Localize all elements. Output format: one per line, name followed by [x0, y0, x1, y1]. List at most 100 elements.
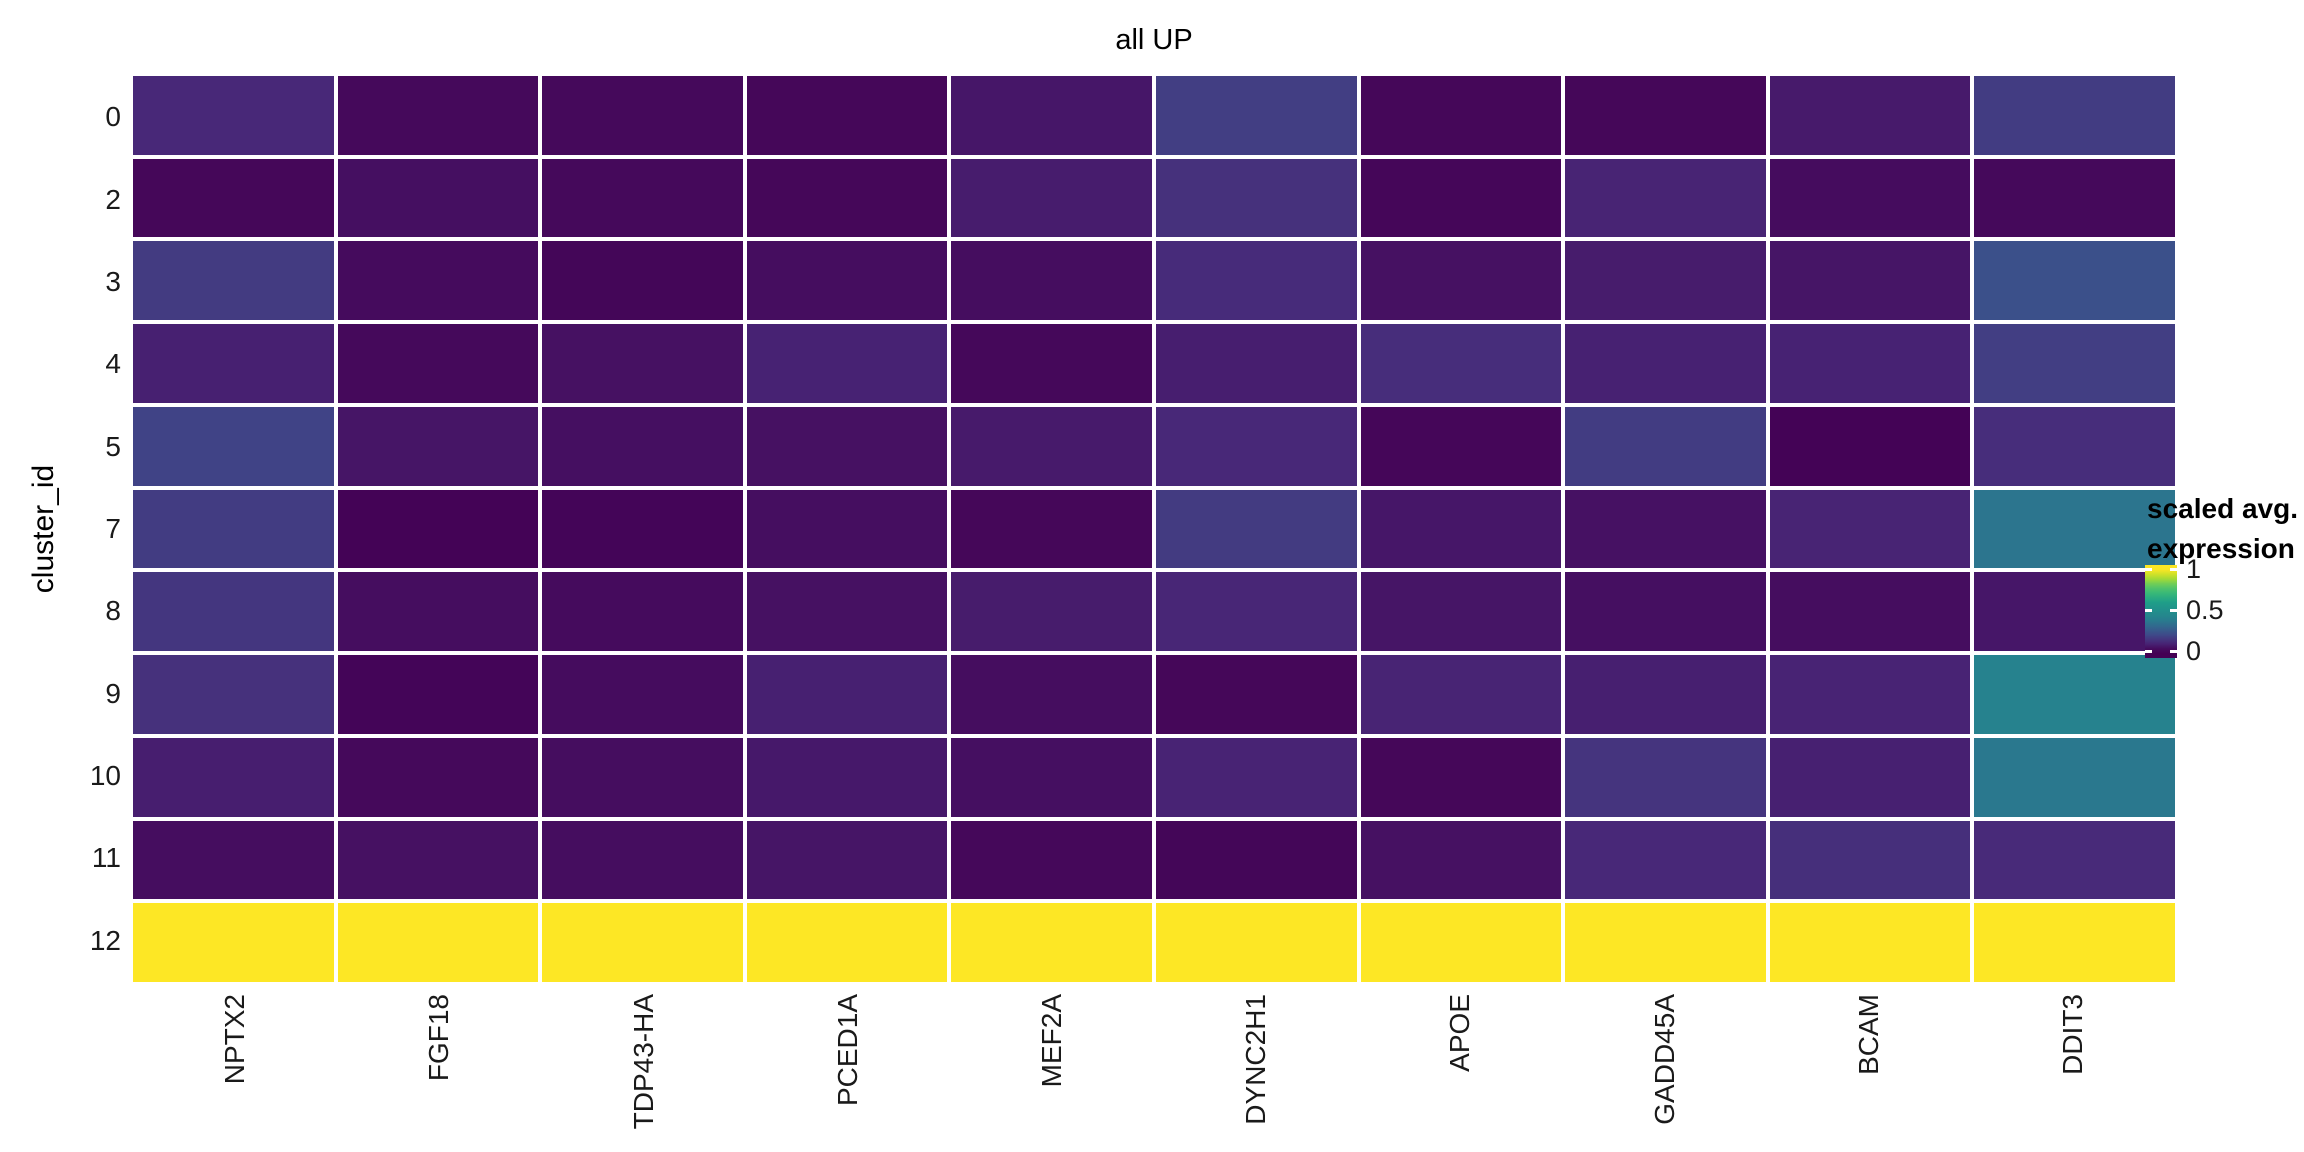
- heatmap-cell: [133, 489, 334, 569]
- heatmap-cell: [1769, 903, 1971, 982]
- heatmap-cell: [542, 324, 743, 403]
- y-tick-label: 8: [105, 595, 121, 627]
- heatmap-cell: [337, 489, 539, 569]
- heatmap-cell: [133, 158, 334, 238]
- heatmap-cell: [1156, 241, 1357, 321]
- heatmap-cell: [746, 737, 948, 817]
- legend-tick-mark: [2170, 567, 2177, 571]
- heatmap-cell: [337, 820, 539, 900]
- y-tick-label: 5: [105, 430, 121, 462]
- y-tick-label: 3: [105, 265, 121, 297]
- heatmap-cell: [1974, 158, 2175, 238]
- heatmap-cell: [1156, 655, 1357, 734]
- heatmap-cell: [1156, 903, 1357, 982]
- heatmap-cell: [542, 241, 743, 321]
- heatmap-cell: [1769, 241, 1971, 321]
- legend-tick-mark: [2170, 649, 2177, 653]
- heatmap-cell: [746, 489, 948, 569]
- heatmap-cell: [542, 489, 743, 569]
- heatmap-cell: [542, 655, 743, 734]
- heatmap-cell: [1974, 76, 2175, 155]
- heatmap-cell: [951, 76, 1152, 155]
- heatmap-cell: [1769, 572, 1971, 652]
- heatmap-cell: [1974, 489, 2175, 569]
- heatmap-cell: [542, 820, 743, 900]
- legend-tick-mark: [2145, 608, 2152, 612]
- heatmap-cell: [1156, 820, 1357, 900]
- y-tick-label: 12: [89, 924, 121, 956]
- heatmap-cell: [542, 572, 743, 652]
- legend-tick-mark: [2145, 567, 2152, 571]
- y-tick-label: 9: [105, 677, 121, 709]
- heatmap-cell: [133, 820, 334, 900]
- heatmap-cell: [1360, 737, 1562, 817]
- legend-tick-label: 0.5: [2186, 595, 2224, 626]
- heatmap-cell: [133, 241, 334, 321]
- heatmap-cell: [746, 158, 948, 238]
- y-tick-label: 2: [105, 183, 121, 215]
- heatmap-cell: [1974, 572, 2175, 652]
- heatmap-cell: [1769, 324, 1971, 403]
- heatmap-cell: [746, 241, 948, 321]
- x-tick-label: FGF18: [423, 994, 455, 1082]
- heatmap-grid: [133, 76, 2175, 982]
- heatmap-cell: [1156, 324, 1357, 403]
- heatmap-cell: [1360, 820, 1562, 900]
- heatmap-cell: [542, 903, 743, 982]
- heatmap-cell: [1360, 241, 1562, 321]
- heatmap-cell: [746, 406, 948, 486]
- heatmap-cell: [1156, 158, 1357, 238]
- heatmap-cell: [1974, 324, 2175, 403]
- heatmap-cell: [1360, 76, 1562, 155]
- heatmap-cell: [1156, 489, 1357, 569]
- heatmap-cell: [1565, 489, 1766, 569]
- heatmap-cell: [1974, 406, 2175, 486]
- heatmap-cell: [1565, 737, 1766, 817]
- heatmap-cell: [1565, 158, 1766, 238]
- heatmap-cell: [133, 655, 334, 734]
- heatmap-cell: [1769, 489, 1971, 569]
- heatmap-cell: [133, 76, 334, 155]
- heatmap-cell: [133, 903, 334, 982]
- heatmap-cell: [746, 324, 948, 403]
- heatmap-cell: [1769, 655, 1971, 734]
- x-tick-label: TDP43-HA: [627, 994, 659, 1130]
- heatmap-cell: [542, 76, 743, 155]
- heatmap-cell: [337, 737, 539, 817]
- heatmap-cell: [337, 324, 539, 403]
- heatmap-cell: [951, 737, 1152, 817]
- heatmap-cell: [1769, 737, 1971, 817]
- heatmap-cell: [1769, 820, 1971, 900]
- y-tick-label: 10: [89, 760, 121, 792]
- y-tick-label: 7: [105, 513, 121, 544]
- heatmap-cell: [746, 572, 948, 652]
- heatmap-cell: [542, 158, 743, 238]
- heatmap-cell: [1974, 903, 2175, 982]
- heatmap-cell: [1360, 655, 1562, 734]
- heatmap-cell: [133, 324, 334, 403]
- heatmap-cell: [1156, 406, 1357, 486]
- x-tick-label: NPTX2: [219, 994, 251, 1085]
- heatmap-cell: [1974, 737, 2175, 817]
- heatmap-cell: [1565, 241, 1766, 321]
- x-tick-label: PCED1A: [831, 994, 863, 1107]
- heatmap-cell: [746, 76, 948, 155]
- heatmap-cell: [1360, 572, 1562, 652]
- y-tick-label: 11: [91, 842, 121, 874]
- heatmap-cell: [951, 406, 1152, 486]
- heatmap-cell: [1360, 489, 1562, 569]
- heatmap-cell: [1974, 820, 2175, 900]
- x-tick-label: DDIT3: [2056, 994, 2088, 1075]
- heatmap-cell: [951, 241, 1152, 321]
- heatmap-cell: [1565, 820, 1766, 900]
- legend-tick-label: 1: [2186, 554, 2202, 585]
- x-tick-label: MEF2A: [1035, 994, 1067, 1088]
- heatmap-cell: [746, 655, 948, 734]
- y-tick-label: 4: [105, 348, 121, 380]
- heatmap-cell: [542, 737, 743, 817]
- chart-title: all UP: [1115, 24, 1193, 56]
- x-tick-label: APOE: [1444, 994, 1476, 1072]
- heatmap-cell: [746, 903, 948, 982]
- heatmap-cell: [1565, 406, 1766, 486]
